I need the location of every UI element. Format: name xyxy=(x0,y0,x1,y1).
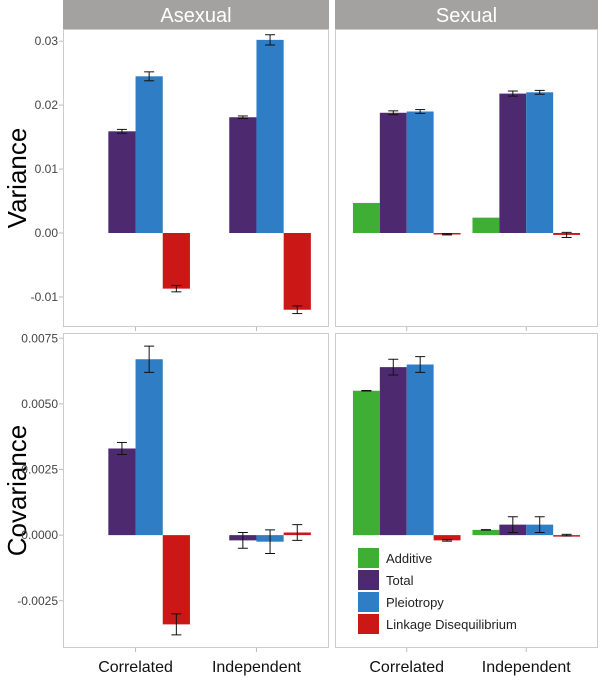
y-tick-label: 0.0025 xyxy=(21,463,58,477)
facet-strip xyxy=(335,0,598,29)
x-tick-label: Correlated xyxy=(369,659,444,676)
legend-item-linkage-disequilibrium: Linkage Disequilibrium xyxy=(358,613,517,635)
legend-swatch-pleiotropy xyxy=(358,592,379,612)
bar-pleiotropy xyxy=(406,111,434,233)
legend-swatch-ld xyxy=(358,614,379,634)
bar-total xyxy=(108,131,136,233)
facet-strip-label-sexual: Sexual xyxy=(436,5,497,27)
panel-border xyxy=(63,333,329,648)
bar-linkage-disequilibrium xyxy=(433,535,461,541)
legend-item-total: Total xyxy=(358,569,517,591)
y-tick-label: 0.0000 xyxy=(21,528,58,542)
y-tick-label: 0.01 xyxy=(35,162,59,176)
x-tick-label: Correlated xyxy=(98,659,173,676)
bar-additive xyxy=(352,202,380,233)
y-tick-label: 0.02 xyxy=(35,98,59,112)
bar-total xyxy=(499,93,527,233)
bar-total xyxy=(108,448,136,536)
y-tick-label: -0.0025 xyxy=(17,594,58,608)
y-tick-label: -0.01 xyxy=(31,290,59,304)
bar-linkage-disequilibrium xyxy=(162,535,190,625)
bar-linkage-disequilibrium xyxy=(162,232,190,289)
y-axis-title: Covariance xyxy=(2,425,32,557)
legend-item-pleiotropy: Pleiotropy xyxy=(358,591,517,613)
bar-total xyxy=(379,112,407,233)
bar-pleiotropy xyxy=(256,39,284,233)
bar-total xyxy=(229,117,257,233)
x-tick-label: Independent xyxy=(212,659,302,676)
bar-additive xyxy=(472,529,500,536)
legend: Additive Total Pleiotropy Linkage Disequ… xyxy=(358,547,517,635)
legend-swatch-additive xyxy=(358,548,379,568)
bar-pleiotropy xyxy=(526,92,554,233)
facet-strip xyxy=(63,0,329,29)
facet-strip-label-asexual: Asexual xyxy=(160,5,231,27)
x-tick-label: Independent xyxy=(482,659,572,676)
bar-total xyxy=(379,367,407,536)
y-tick-label: 0.00 xyxy=(35,226,59,240)
y-tick-label: 0.0050 xyxy=(21,397,58,411)
legend-label: Linkage Disequilibrium xyxy=(386,616,517,632)
bar-pleiotropy xyxy=(406,364,434,536)
legend-item-additive: Additive xyxy=(358,547,517,569)
panel-border xyxy=(335,29,598,327)
legend-label: Additive xyxy=(386,550,433,566)
y-tick-label: 0.0075 xyxy=(21,331,58,345)
legend-label: Total xyxy=(386,572,414,588)
bar-pleiotropy xyxy=(135,359,163,536)
y-axis-title: Variance xyxy=(2,128,32,229)
bar-linkage-disequilibrium xyxy=(283,232,311,310)
bar-additive xyxy=(352,390,380,536)
legend-swatch-total xyxy=(358,570,379,590)
bar-pleiotropy xyxy=(135,76,163,233)
legend-label: Pleiotropy xyxy=(386,594,444,610)
bar-additive xyxy=(472,217,500,233)
y-tick-label: 0.03 xyxy=(35,34,59,48)
